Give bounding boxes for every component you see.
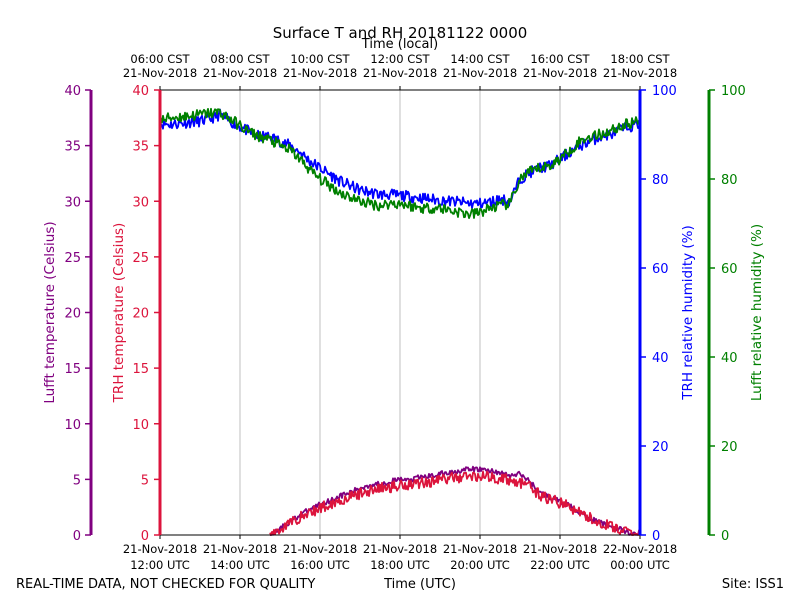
x-tick-label-date: 21-Nov-2018 xyxy=(283,542,357,556)
lufft-temp-tick-label: 5 xyxy=(73,473,81,488)
bottom-axis-title: Time (UTC) xyxy=(383,577,456,592)
trh-temp-tick-label: 30 xyxy=(132,195,149,210)
top-tick-label-date: 21-Nov-2018 xyxy=(523,66,597,80)
trh-rh-tick-label: 40 xyxy=(652,351,669,366)
trh-temp-tick-label: 20 xyxy=(132,307,149,322)
lufft-rh-tick-label: 80 xyxy=(721,173,738,188)
x-tick-label-date: 21-Nov-2018 xyxy=(523,542,597,556)
trh-rh-tick-label: 60 xyxy=(652,262,669,277)
top-tick-label-local: 08:00 CST xyxy=(210,52,270,66)
top-tick-label-date: 21-Nov-2018 xyxy=(603,66,677,80)
lufft-rh-tick-label: 0 xyxy=(721,529,729,544)
top-tick-label-local: 18:00 CST xyxy=(610,52,670,66)
top-tick-label-date: 21-Nov-2018 xyxy=(203,66,277,80)
x-tick-label-date: 21-Nov-2018 xyxy=(443,542,517,556)
trh-temp-tick-label: 5 xyxy=(141,473,149,488)
lufft-temp-tick-label: 0 xyxy=(73,529,81,544)
top-tick-label-local: 12:00 CST xyxy=(370,52,430,66)
trh-temp-axis-title: TRH temperature (Celsius) xyxy=(111,223,127,404)
top-tick-label-date: 21-Nov-2018 xyxy=(363,66,437,80)
lufft-rh-tick-label: 20 xyxy=(721,440,738,455)
lufft-rh-axis-title: Lufft relative humidity (%) xyxy=(749,224,765,401)
lufft-temp-tick-label: 25 xyxy=(64,251,81,266)
top-tick-label-local: 14:00 CST xyxy=(450,52,510,66)
x-tick-label-utc: 12:00 UTC xyxy=(130,558,190,572)
x-tick-label-utc: 22:00 UTC xyxy=(530,558,590,572)
x-axis-ticks: 21-Nov-2018 12:00 UTC 21-Nov-2018 14:00 UTC… xyxy=(123,52,677,572)
x-tick-label-utc: 16:00 UTC xyxy=(290,558,350,572)
chart-title: Surface T and RH 20181122 0000 xyxy=(273,24,528,42)
trh-rh-tick-label: 0 xyxy=(652,529,660,544)
top-tick-label-local: 16:00 CST xyxy=(530,52,590,66)
lufft-temp-tick-label: 30 xyxy=(64,195,81,210)
top-tick-label-date: 21-Nov-2018 xyxy=(283,66,357,80)
top-tick-label-date: 21-Nov-2018 xyxy=(443,66,517,80)
trh-temp-tick-label: 15 xyxy=(132,362,149,377)
x-tick-label-utc: 14:00 UTC xyxy=(210,558,270,572)
trh-rh-tick-label: 100 xyxy=(652,84,677,99)
top-tick-label-local: 10:00 CST xyxy=(290,52,350,66)
x-tick-label-date: 21-Nov-2018 xyxy=(363,542,437,556)
lufft-temp-tick-label: 20 xyxy=(64,307,81,322)
series-line-trh-temperature xyxy=(269,470,641,536)
trh-temp-tick-label: 35 xyxy=(132,140,149,155)
y-axes: 0 5 10 15 20 25 30 35 40 Lufft temperature (Celsi… xyxy=(42,84,765,544)
x-tick-label-date: 22-Nov-2018 xyxy=(603,542,677,556)
trh-rh-tick-label: 80 xyxy=(652,173,669,188)
lufft-temp-tick-label: 35 xyxy=(64,140,81,155)
lufft-rh-tick-label: 40 xyxy=(721,351,738,366)
series-lines xyxy=(159,107,641,536)
x-tick-label-utc: 20:00 UTC xyxy=(450,558,510,572)
site-label: Site: ISS1 xyxy=(722,577,784,592)
top-tick-label-local: 06:00 CST xyxy=(130,52,190,66)
trh-temp-tick-label: 10 xyxy=(132,418,149,433)
x-tick-label-date: 21-Nov-2018 xyxy=(123,542,197,556)
lufft-temp-tick-label: 15 xyxy=(64,362,81,377)
trh-temp-tick-label: 40 xyxy=(132,84,149,99)
x-tick-label-utc: 00:00 UTC xyxy=(610,558,670,572)
quality-disclaimer: REAL-TIME DATA, NOT CHECKED FOR QUALITY xyxy=(16,577,315,592)
lufft-temp-tick-label: 10 xyxy=(64,418,81,433)
lufft-rh-tick-label: 60 xyxy=(721,262,738,277)
lufft-temp-axis-title: Lufft temperature (Celsius) xyxy=(42,221,58,403)
x-tick-label-utc: 18:00 UTC xyxy=(370,558,430,572)
trh-rh-axis-title: TRH relative humidity (%) xyxy=(680,225,696,401)
series-line-lufft-temperature xyxy=(270,465,641,536)
lufft-rh-tick-label: 100 xyxy=(721,84,746,99)
x-tick-label-date: 21-Nov-2018 xyxy=(203,542,277,556)
top-tick-label-date: 21-Nov-2018 xyxy=(123,66,197,80)
lufft-temp-tick-label: 40 xyxy=(64,84,81,99)
series-line-lufft-relative-humidity xyxy=(159,107,641,220)
top-axis-title: Time (local) xyxy=(361,37,438,52)
trh-temp-tick-label: 25 xyxy=(132,251,149,266)
trh-temp-tick-label: 0 xyxy=(141,529,149,544)
trh-rh-tick-label: 20 xyxy=(652,440,669,455)
